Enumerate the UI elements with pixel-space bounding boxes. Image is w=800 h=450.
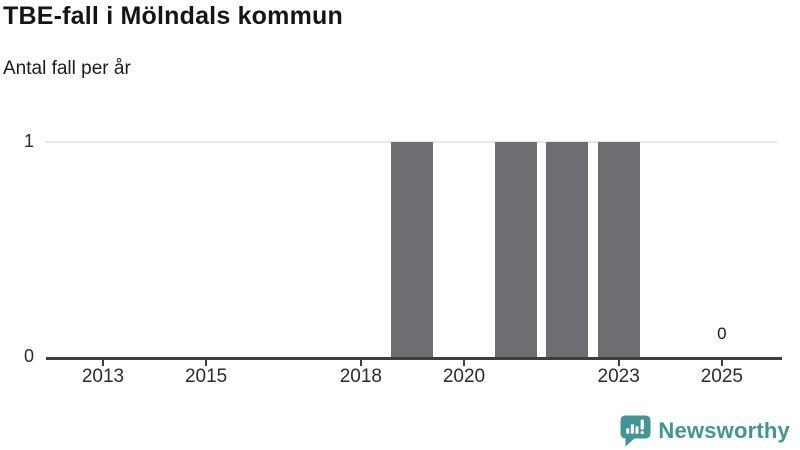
y-tick-label-0: 0 — [23, 346, 34, 366]
x-tick-label-2020: 2020 — [442, 366, 486, 387]
y-tick-label-1: 1 — [23, 130, 34, 151]
bar-2022 — [546, 141, 589, 357]
brand-footer: Newsworthy — [620, 415, 790, 447]
x-tick-label-2015: 2015 — [184, 366, 228, 387]
x-tick-2013 — [102, 359, 104, 366]
chart-title: TBE-fall i Mölndals kommun — [3, 2, 343, 30]
x-tick-label-2018: 2018 — [339, 366, 382, 387]
newsworthy-logo-icon — [620, 415, 651, 447]
x-tick-2025 — [720, 359, 723, 366]
chart-subtitle: Antal fall per år — [3, 58, 131, 79]
x-tick-2020 — [462, 359, 465, 366]
x-tick-2015 — [205, 359, 208, 366]
x-tick-2018 — [359, 359, 362, 366]
value-label-2025: 0 — [717, 324, 727, 343]
x-tick-2023 — [617, 359, 620, 366]
x-axis-line — [46, 357, 782, 360]
brand-name: Newsworthy — [658, 418, 790, 443]
x-tick-label-2023: 2023 — [597, 366, 640, 387]
bar-2023 — [597, 141, 640, 357]
x-tick-label-2025: 2025 — [700, 366, 743, 387]
x-tick-label-2013: 2013 — [81, 366, 125, 387]
bar-2021 — [494, 141, 537, 357]
bar-2019 — [391, 141, 434, 357]
